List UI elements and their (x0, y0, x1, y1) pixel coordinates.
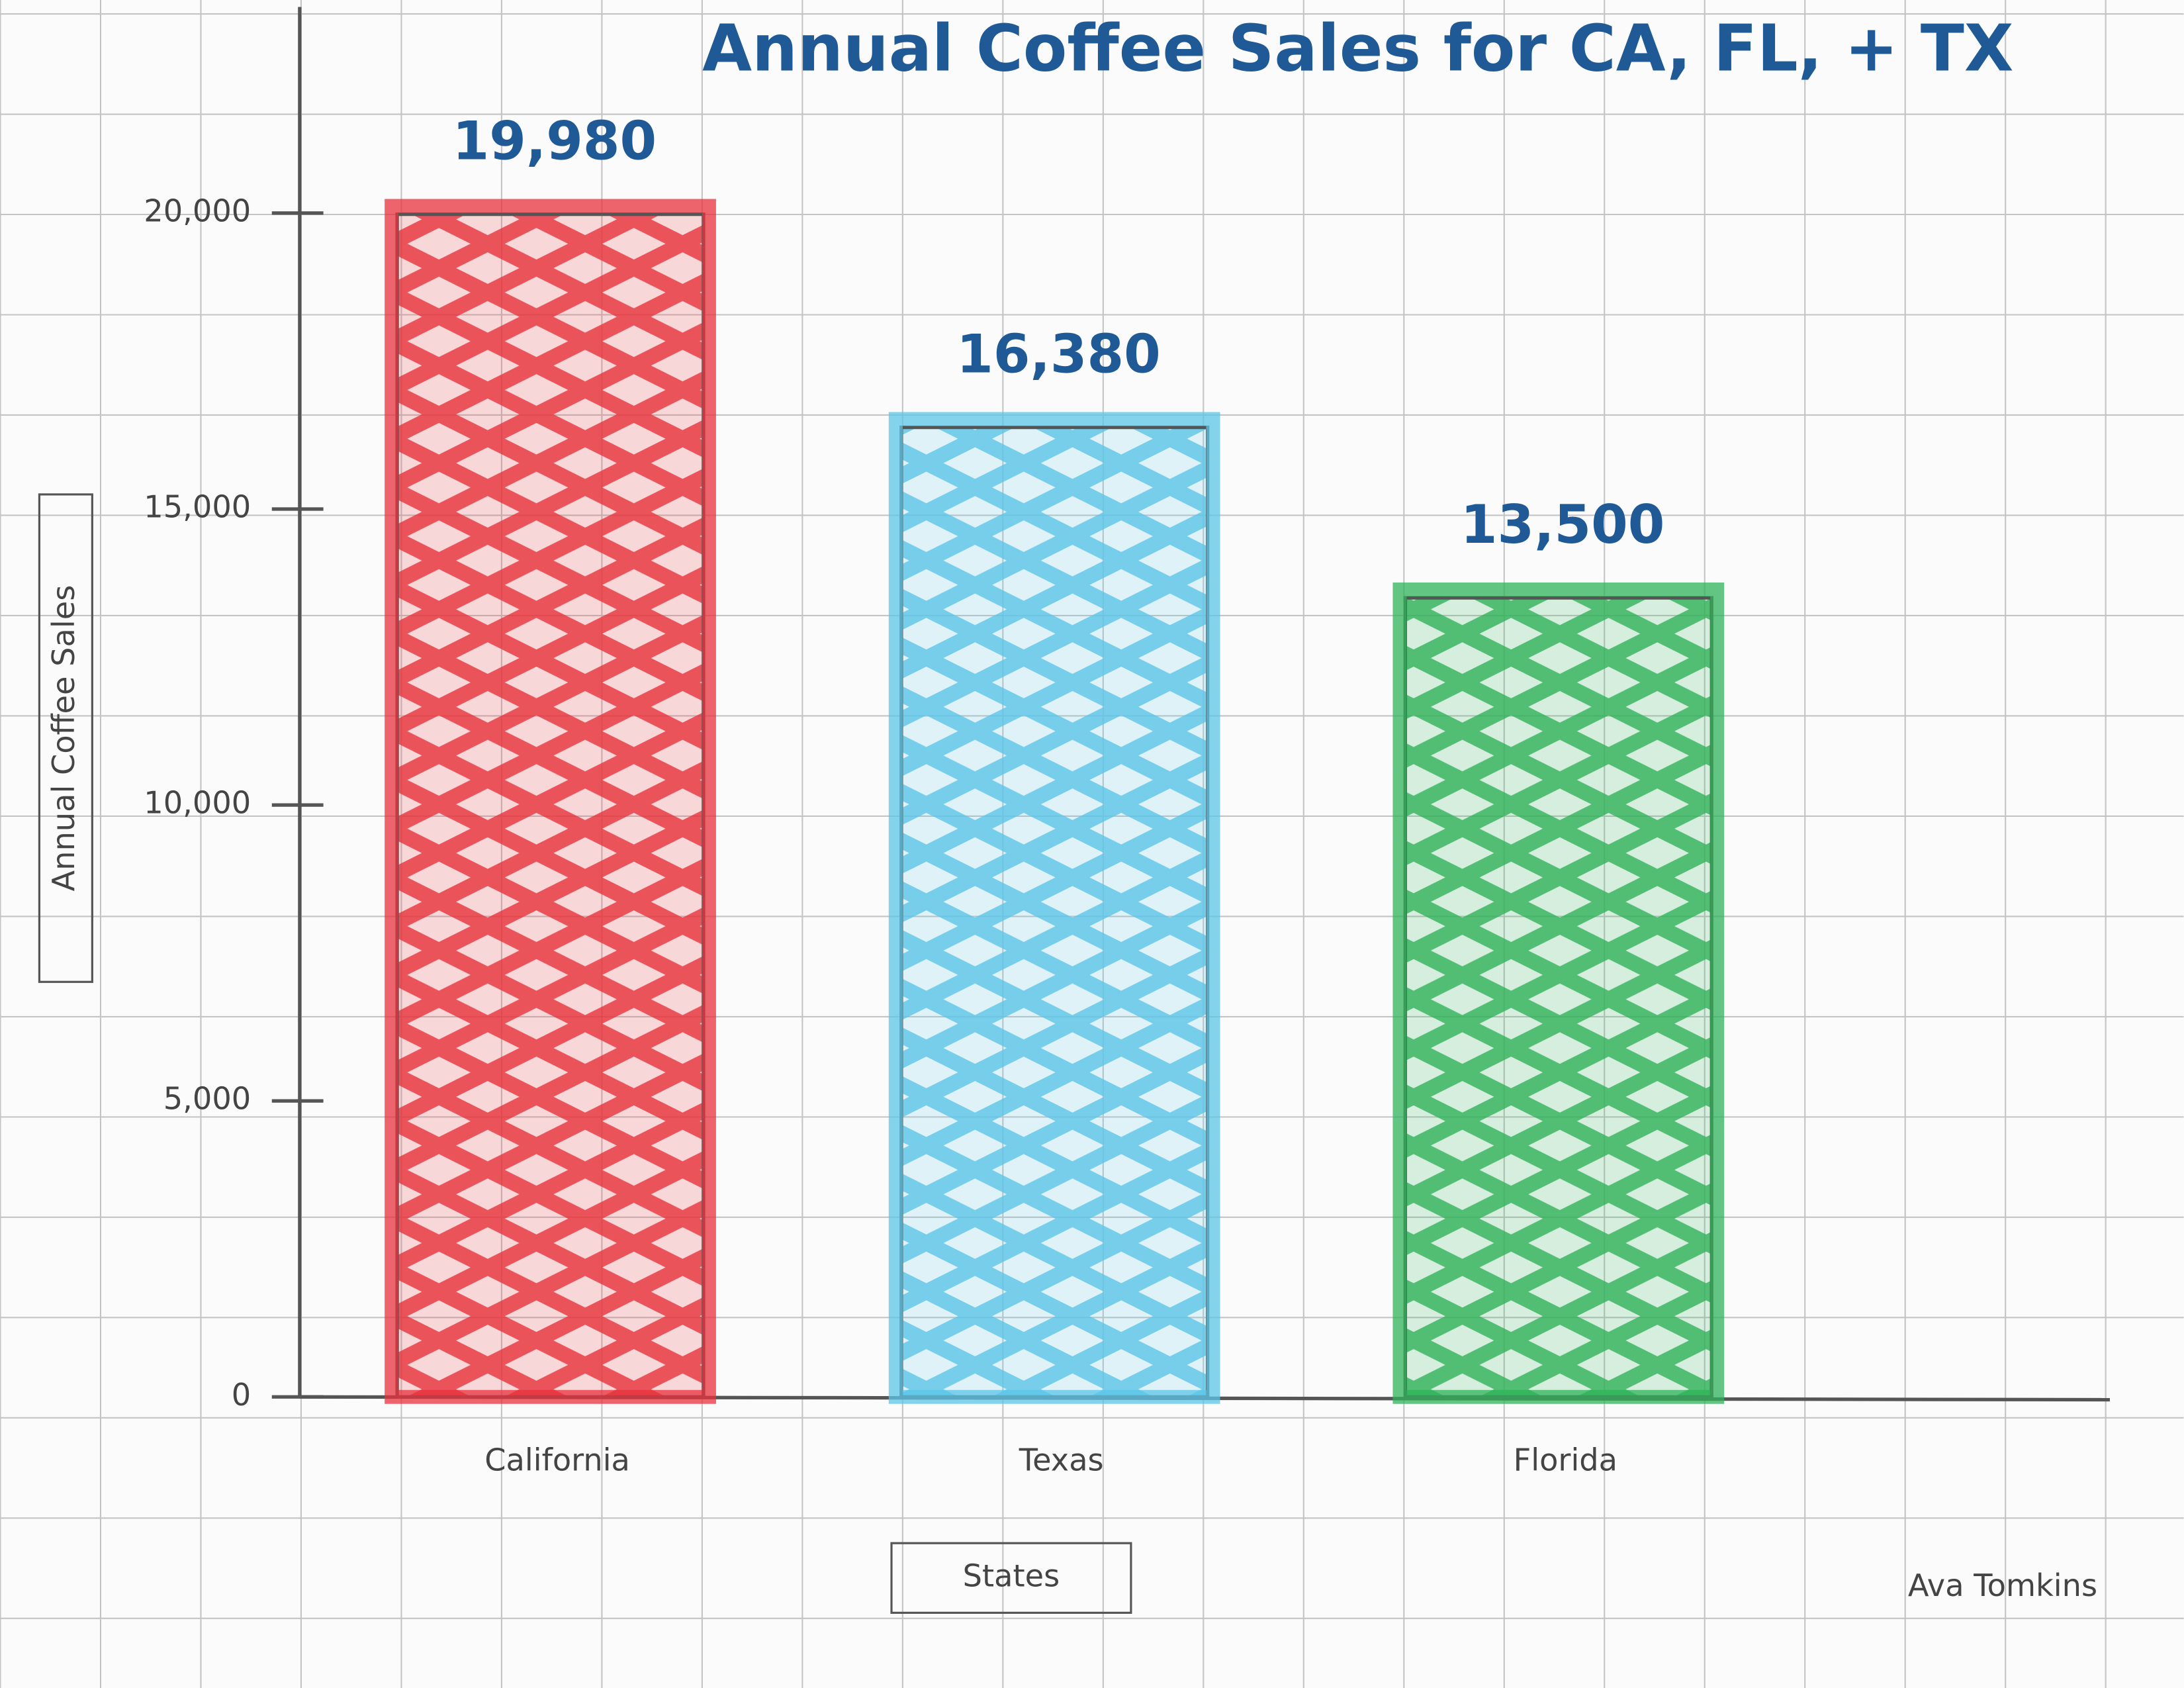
value-label: 19,980 (453, 110, 657, 171)
value-label: 13,500 (1461, 494, 1664, 555)
x-axis-label: States (963, 1558, 1060, 1593)
x-label-box (890, 1542, 1132, 1614)
y-axis-label: Annual Coffee Sales (46, 585, 81, 892)
y-label-box (38, 493, 93, 983)
bar-edge (1392, 582, 1725, 1404)
bar (395, 212, 705, 1399)
bar (1403, 596, 1713, 1399)
x-tick-label: Texas (1019, 1442, 1104, 1478)
x-tick-label: California (484, 1442, 630, 1478)
y-tick-label: 0 (232, 1377, 251, 1413)
x-tick-label: Florida (1514, 1442, 1617, 1478)
author-signature: Ava Tomkins (1908, 1568, 2097, 1603)
chart-title: Annual Coffee Sales for CA, FL, + TX (702, 11, 2013, 85)
y-tick-label: 15,000 (144, 489, 251, 524)
bar (899, 425, 1210, 1399)
value-label: 16,380 (956, 323, 1160, 385)
bar-edge (385, 199, 716, 1404)
y-tick-label: 20,000 (144, 193, 251, 228)
y-tick-label: 10,000 (144, 785, 251, 821)
y-tick-label: 5,000 (163, 1081, 251, 1117)
bar-edge (888, 412, 1220, 1404)
